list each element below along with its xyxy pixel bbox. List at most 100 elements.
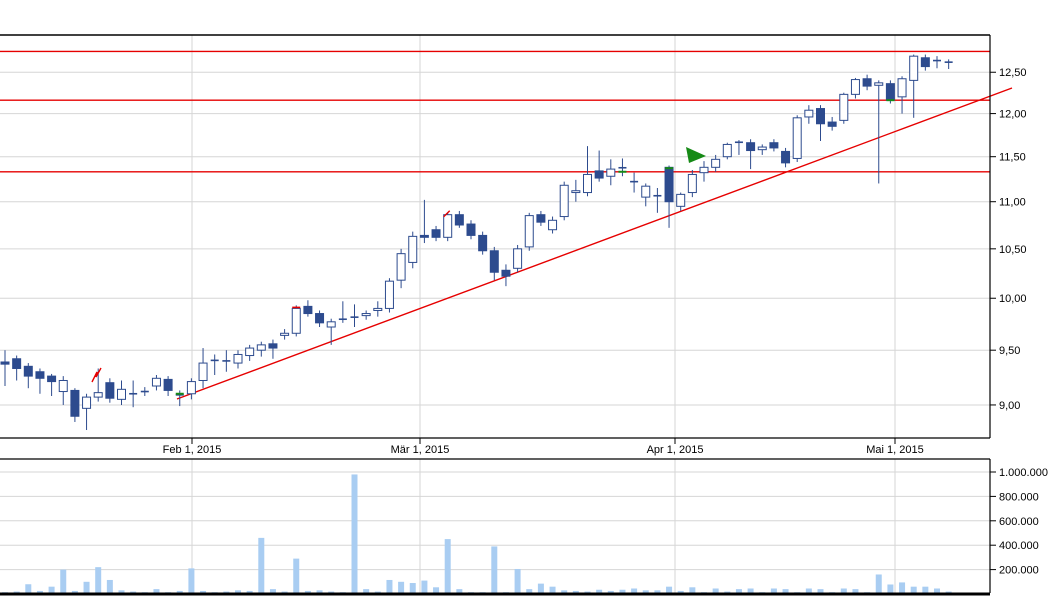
volume-bar [269,589,276,594]
candle-up [256,344,266,351]
signal-marks [91,99,895,395]
volume-bar [805,588,812,594]
volume-bar [654,590,661,594]
candle-down [163,378,173,391]
volume-bar [106,579,113,594]
volume-bar [689,587,696,594]
price-axis-label: 10,00 [999,293,1027,305]
volume-plot-area[interactable] [0,459,990,593]
candle-down [0,361,10,365]
candle-down [536,214,546,223]
volume-bar [852,589,859,594]
candle-up [186,381,196,395]
trendline [176,87,1013,400]
price-axis-label: 9,50 [999,345,1020,357]
volume-axis-label: 400.000 [999,540,1039,552]
candle-up [245,347,255,357]
volume-axis-label: 200.000 [999,565,1039,577]
candle-up [82,396,92,409]
candle-up [291,307,301,334]
volume-bar [36,590,43,594]
volume-bar [293,558,300,594]
candle-down [920,57,930,68]
volume-bar [316,590,323,594]
axis-labels: Feb 1, 2015 Mär 1, 2015 Apr 1, 2015 Mai 1, … [163,67,1048,576]
volume-bar [176,590,183,594]
red-tick-mark-icon [443,210,451,218]
volume-bar [840,588,847,594]
volume-bar [25,584,32,594]
price-axis-label: 9,00 [999,400,1020,412]
volume-bar [153,589,160,594]
volume-bar [642,590,649,594]
candle-up [792,117,802,159]
green-triangle-signal-icon [686,147,706,163]
x-axis-label: Feb 1, 2015 [163,444,222,456]
volume-bar [188,568,195,594]
volume-bar [71,590,78,594]
volume-bar [782,589,789,594]
candle-up [151,377,161,387]
x-axis-label: Mär 1, 2015 [391,444,450,456]
candle-up [676,193,686,207]
volume-bar [619,589,626,594]
candle-down [303,305,313,315]
price-axis-label: 12,50 [999,67,1027,79]
candle-up [513,248,523,269]
volume-bar [258,537,265,594]
volume-bar [48,586,55,594]
price-axis-label: 12,00 [999,109,1027,121]
volume-bar [433,587,440,594]
candle-up [804,109,814,118]
x-axis-label: Mai 1, 2015 [866,444,923,456]
volume-bar [398,581,405,594]
candle-down [431,229,441,238]
candle-down [47,375,57,383]
candle-down [35,371,45,379]
volume-bar [910,586,917,594]
price-axis-label: 10,50 [999,244,1027,256]
volume-bar [83,581,90,594]
volume-bar [526,589,533,594]
candle-up [117,388,126,400]
candle-up [559,184,569,218]
volume-bar [677,590,684,594]
volume-bar [421,580,428,594]
volume-bar [899,582,906,594]
volume-bar [118,590,125,594]
candle-up [897,78,907,98]
volume-bar [596,589,603,594]
price-axis-label: 11,00 [999,197,1026,209]
candle-down [489,250,499,273]
volume-bar [666,586,673,594]
candle-up [722,143,732,158]
candle-up [326,321,336,328]
candle-up [93,392,103,398]
volume-bar [363,589,370,594]
volume-bar [537,583,544,594]
candle-up [198,362,208,381]
candle-up [408,235,418,263]
volume-bar [549,586,556,594]
volume-axis-label: 1.000.000 [999,467,1048,479]
volume-bar [875,574,882,594]
price-plot-area[interactable] [0,35,990,438]
candle-up [687,173,697,194]
volume-bar [60,569,67,594]
candle-up [396,253,406,281]
price-axis-label: 11,50 [999,152,1026,164]
volume-bar [747,588,754,594]
candle-up [699,166,709,174]
volume-bar [246,590,253,594]
volume-bar [922,586,929,594]
candle-down [746,142,756,152]
candle-up [571,190,581,194]
candle-down [315,313,325,324]
volume-bar [735,589,742,594]
volume-bar [607,590,614,594]
candle-down [827,121,837,127]
annotation-lines [0,50,1013,400]
volume-bar [631,588,638,594]
